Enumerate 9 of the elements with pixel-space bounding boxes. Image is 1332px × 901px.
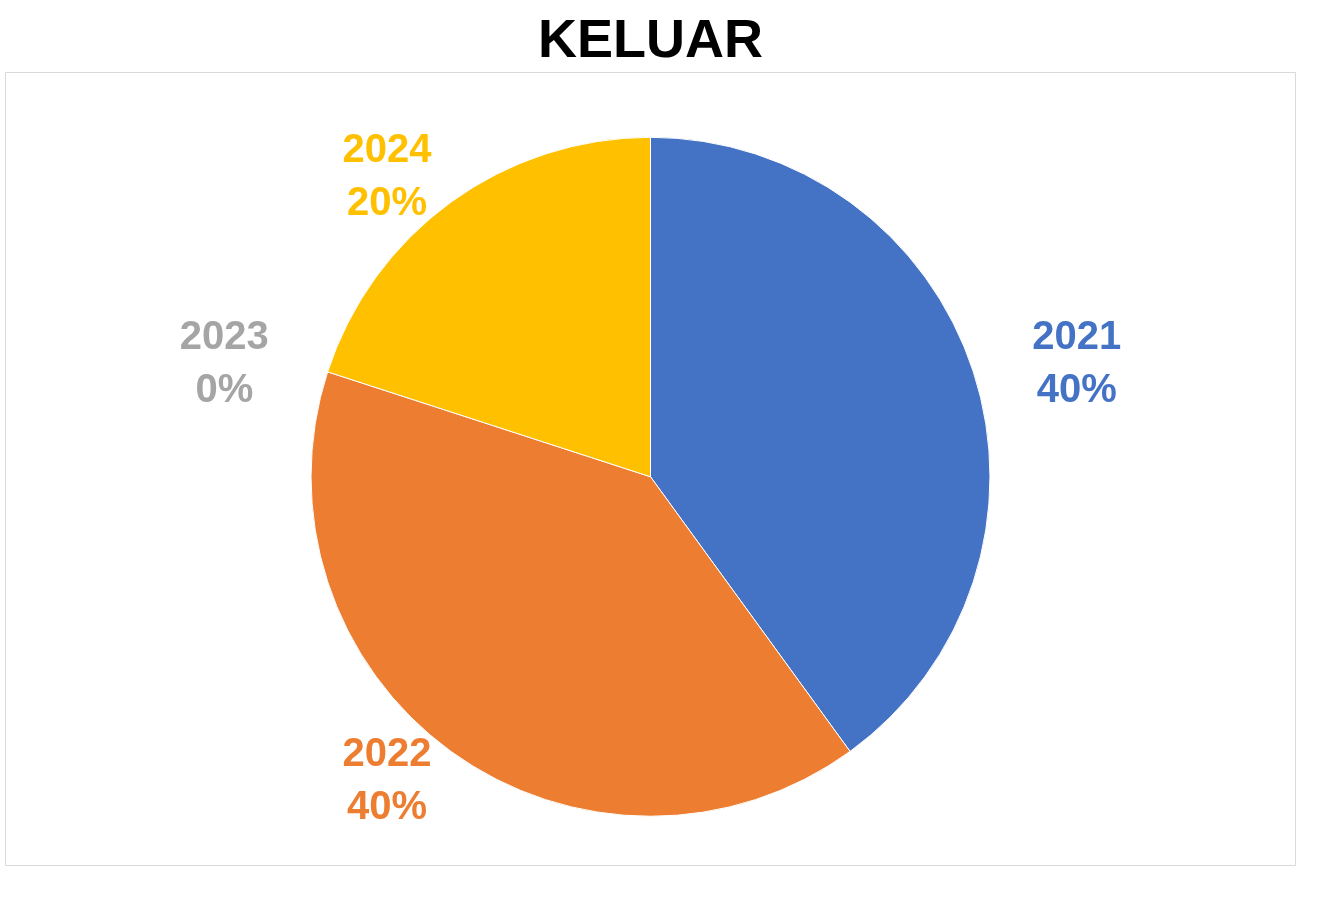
data-label: 20% xyxy=(347,179,428,224)
data-label: 40% xyxy=(347,783,428,828)
data-label: 40% xyxy=(1036,365,1117,410)
slice-label: 2024 xyxy=(342,126,433,171)
chart-title: KELUAR xyxy=(538,7,763,68)
category-label: 2023 xyxy=(179,313,269,358)
slice-label: 2021 xyxy=(1032,313,1122,358)
slice-label: 2022 xyxy=(342,730,432,775)
text: 0% xyxy=(195,365,254,410)
